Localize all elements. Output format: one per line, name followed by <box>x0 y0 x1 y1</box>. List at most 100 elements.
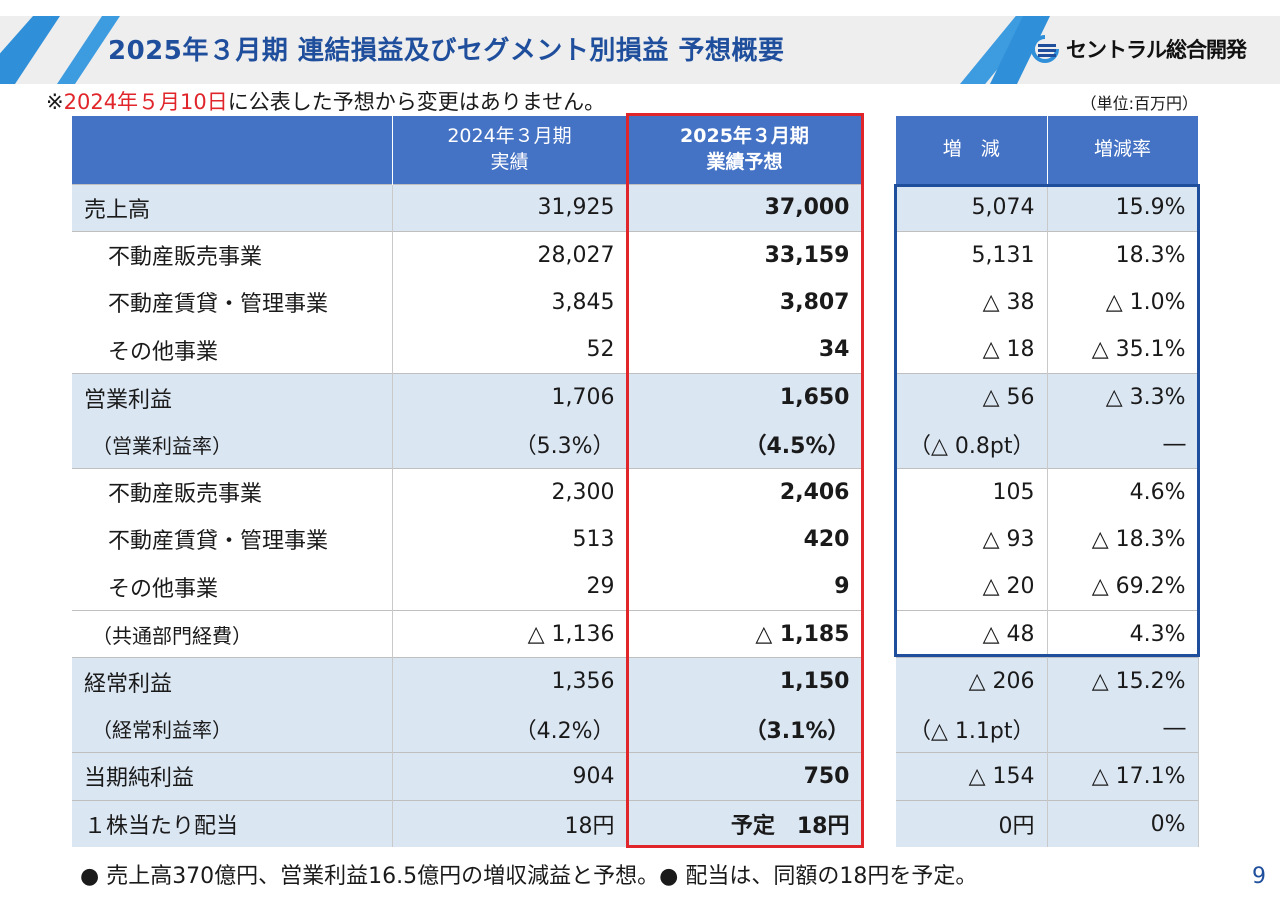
table-row: その他事業 52 34 <box>72 326 863 374</box>
row-label: 当期純利益 <box>72 752 393 801</box>
header-rate: 増減率 <box>1047 116 1199 184</box>
table-row: △ 18 △ 35.1% <box>896 326 1199 374</box>
rate-value: 18.3% <box>1047 230 1199 279</box>
logo-mark-icon <box>1031 35 1059 63</box>
row-label: その他事業 <box>72 563 393 611</box>
rate-value: △ 69.2% <box>1047 563 1199 611</box>
rate-value: 0% <box>1047 799 1199 848</box>
row-label: 営業利益 <box>72 373 393 421</box>
forecast-value: （3.1%） <box>627 705 863 753</box>
row-label: （経常利益率） <box>72 705 393 753</box>
page-title: 2025年３月期 連結損益及びセグメント別損益 予想概要 <box>108 36 785 66</box>
row-label: （営業利益率） <box>72 420 393 469</box>
diff-value: △ 48 <box>896 610 1048 658</box>
table-row: 105 4.6% <box>896 467 1199 516</box>
table-row: 不動産販売事業 28,027 33,159 <box>72 230 863 279</box>
table-row: △ 38 △ 1.0% <box>896 278 1199 327</box>
prev-value: 18円 <box>392 799 628 848</box>
diff-value: 105 <box>896 467 1048 516</box>
rate-value: △ 1.0% <box>1047 278 1199 327</box>
logo-text: セントラル総合開発 <box>1066 38 1247 62</box>
diff-value: △ 154 <box>896 752 1048 801</box>
table-row: 経常利益 1,356 1,150 <box>72 657 863 706</box>
forecast-value: 9 <box>627 563 863 611</box>
table-row: （△ 1.1pt） ― <box>896 705 1199 753</box>
header-prev: 2024年３月期 実績 <box>392 116 628 184</box>
note-text: に公表した予想から変更はありません。 <box>227 90 606 114</box>
row-label: 不動産販売事業 <box>72 467 393 516</box>
diff-value: △ 38 <box>896 278 1048 327</box>
table-row: （経常利益率） （4.2%） （3.1%） <box>72 705 863 753</box>
forecast-value: （4.5%） <box>627 420 863 469</box>
rate-value: 4.6% <box>1047 467 1199 516</box>
rate-value: 15.9% <box>1047 183 1199 232</box>
header-band <box>0 16 1280 84</box>
table-row: その他事業 29 9 <box>72 563 863 611</box>
prev-value: △ 1,136 <box>392 610 628 658</box>
company-logo: セントラル総合開発 <box>1030 34 1247 64</box>
forecast-value: 420 <box>627 515 863 564</box>
forecast-note: ※2024年５月10日に公表した予想から変更はありません。 <box>46 86 605 116</box>
forecast-value: 3,807 <box>627 278 863 327</box>
rate-value: ― <box>1047 420 1199 469</box>
header-label <box>72 116 393 184</box>
rate-value: ― <box>1047 705 1199 753</box>
prev-value: 904 <box>392 752 628 801</box>
rate-value: △ 35.1% <box>1047 326 1199 374</box>
forecast-table: 2024年３月期 実績 2025年３月期 業績予想 売上高 31,925 37,00… <box>72 116 863 848</box>
table-row: △ 56 △ 3.3% <box>896 373 1199 421</box>
unit-label: （単位:百万円） <box>1080 94 1198 113</box>
prev-value: 1,356 <box>392 657 628 706</box>
table-row: １株当たり配当 18円 予定 18円 <box>72 799 863 848</box>
rate-value: 4.3% <box>1047 610 1199 658</box>
row-label: 不動産販売事業 <box>72 230 393 279</box>
forecast-value: 1,150 <box>627 657 863 706</box>
prev-value: 29 <box>392 563 628 611</box>
table-row: 5,074 15.9% <box>896 183 1199 232</box>
forecast-value: 2,406 <box>627 467 863 516</box>
header-diff: 増 減 <box>896 116 1048 184</box>
diff-value: 0円 <box>896 799 1048 848</box>
row-label: 不動産賃貸・管理事業 <box>72 278 393 327</box>
table-row: （△ 0.8pt） ― <box>896 420 1199 469</box>
table-row: 不動産賃貸・管理事業 3,845 3,807 <box>72 278 863 327</box>
table-row: 営業利益 1,706 1,650 <box>72 373 863 421</box>
table-row: △ 48 4.3% <box>896 610 1199 658</box>
diff-value: △ 206 <box>896 657 1048 706</box>
table-row: 不動産賃貸・管理事業 513 420 <box>72 515 863 564</box>
table-row: 0円 0% <box>896 799 1199 848</box>
prev-value: （5.3%） <box>392 420 628 469</box>
table-header-row: 増 減 増減率 <box>896 116 1199 184</box>
table-row: 5,131 18.3% <box>896 230 1199 279</box>
prev-value: 1,706 <box>392 373 628 421</box>
diff-value: △ 20 <box>896 563 1048 611</box>
forecast-value: 予定 18円 <box>627 799 863 848</box>
table-row: 不動産販売事業 2,300 2,406 <box>72 467 863 516</box>
forecast-value: △ 1,185 <box>627 610 863 658</box>
diff-value: △ 18 <box>896 326 1048 374</box>
diff-value: △ 93 <box>896 515 1048 564</box>
prev-value: 2,300 <box>392 467 628 516</box>
diff-value: 5,074 <box>896 183 1048 232</box>
summary-footer: ● 売上高370億円、営業利益16.5億円の増収減益と予想。● 配当は、同額の1… <box>80 864 978 889</box>
difference-table: 増 減 増減率 5,074 15.9% 5,131 18.3% △ 38 △ 1.0%… <box>896 116 1199 848</box>
note-prefix: ※ <box>46 90 64 114</box>
table-row: 当期純利益 904 750 <box>72 752 863 801</box>
diff-value: △ 56 <box>896 373 1048 421</box>
row-label: 経常利益 <box>72 657 393 706</box>
prev-value: 52 <box>392 326 628 374</box>
table-row: △ 154 △ 17.1% <box>896 752 1199 801</box>
forecast-value: 750 <box>627 752 863 801</box>
table-row: （共通部門経費） △ 1,136 △ 1,185 <box>72 610 863 658</box>
forecast-value: 34 <box>627 326 863 374</box>
table-header-row: 2024年３月期 実績 2025年３月期 業績予想 <box>72 116 863 184</box>
row-label: その他事業 <box>72 326 393 374</box>
rate-value: △ 18.3% <box>1047 515 1199 564</box>
note-date: 2024年５月10日 <box>63 90 228 114</box>
table-row: △ 93 △ 18.3% <box>896 515 1199 564</box>
prev-value: 3,845 <box>392 278 628 327</box>
diff-value: （△ 0.8pt） <box>896 420 1048 469</box>
row-label: 不動産賃貸・管理事業 <box>72 515 393 564</box>
row-label: １株当たり配当 <box>72 799 393 848</box>
table-row: △ 206 △ 15.2% <box>896 657 1199 706</box>
